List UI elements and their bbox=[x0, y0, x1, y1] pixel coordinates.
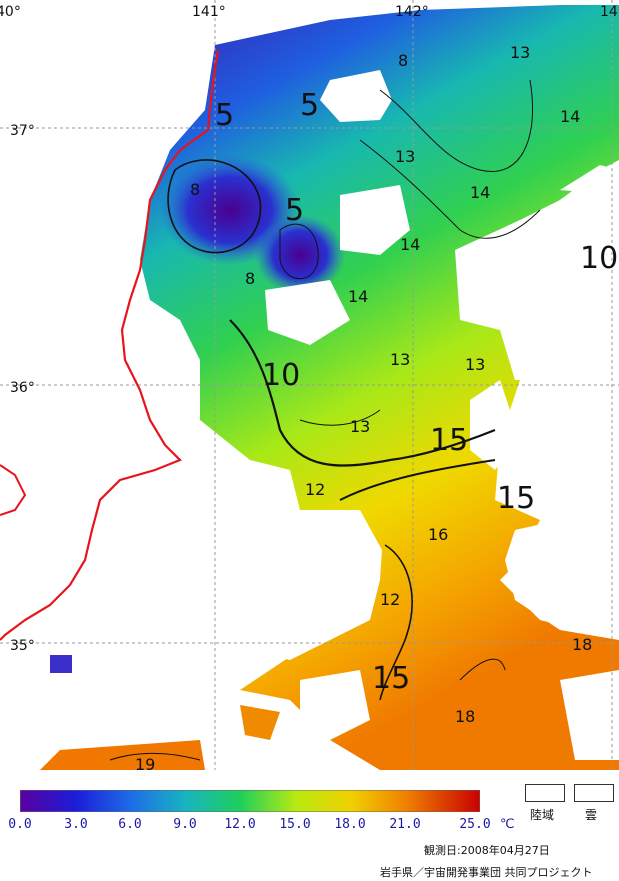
land-key-swatch bbox=[525, 784, 565, 802]
colorbar-unit: ℃ bbox=[500, 817, 515, 832]
colorbar bbox=[20, 790, 480, 812]
lat-labels: 37° 36° 35° bbox=[10, 123, 35, 654]
isotherm-label: 14 bbox=[400, 235, 420, 254]
isotherm-label: 12 bbox=[305, 480, 325, 499]
coastline-bay[interactable] bbox=[0, 464, 27, 516]
isotherm-label: 14 bbox=[470, 183, 490, 202]
lon-labels: 40° 141° 142° 14 bbox=[0, 4, 618, 20]
lon-label: 142° bbox=[395, 4, 429, 20]
graticule bbox=[0, 0, 619, 770]
land-key-label: 陸域 bbox=[530, 808, 555, 822]
isotherm-label: 12 bbox=[380, 590, 400, 609]
isotherm-label: 13 bbox=[465, 355, 485, 374]
coastline[interactable] bbox=[0, 49, 220, 641]
isotherm-label: 14 bbox=[560, 107, 580, 126]
observation-date: 観測日:2008年04月27日 bbox=[424, 844, 550, 857]
credit: 岩手県／宇宙開発事業団 共同プロジェクト bbox=[380, 866, 593, 879]
colorbar-tick: 9.0 bbox=[173, 817, 197, 832]
colorbar-tick: 21.0 bbox=[389, 817, 421, 832]
isotherm-label: 13 bbox=[390, 350, 410, 369]
lat-label: 36° bbox=[10, 380, 35, 396]
cloud-key-label: 雲 bbox=[585, 808, 598, 822]
isotherm-label: 19 bbox=[135, 755, 155, 770]
isotherm-label: 13 bbox=[395, 147, 415, 166]
isotherm-label: 18 bbox=[455, 707, 475, 726]
warm-patch bbox=[240, 705, 280, 740]
colorbar-tick: 3.0 bbox=[64, 817, 88, 832]
isotherm-label: 8 bbox=[245, 269, 255, 288]
isotherm-label: 13 bbox=[510, 43, 530, 62]
cloud-key-swatch bbox=[574, 784, 614, 802]
lon-label: 141° bbox=[192, 4, 226, 20]
colorbar-tick: 25.0 bbox=[459, 817, 491, 832]
isotherm-label: 5 bbox=[215, 98, 234, 133]
colorbar-tick: 15.0 bbox=[279, 817, 311, 832]
lon-label: 14 bbox=[600, 4, 618, 20]
isotherm-label: 15 bbox=[372, 661, 410, 696]
isotherm-label: 16 bbox=[428, 525, 448, 544]
colorbar-tick: 6.0 bbox=[118, 817, 142, 832]
sea-surface-temperature-map: 40° 141° 142° 14 37° 36° 35° 5 5 5 8 8 8… bbox=[0, 0, 619, 770]
isotherm-labels: 5 5 5 8 8 8 13 13 13 13 14 14 14 14 10 1… bbox=[135, 43, 618, 770]
isotherm-contours bbox=[109, 79, 541, 761]
warm-patch bbox=[40, 740, 205, 770]
cold-water-mass bbox=[255, 215, 345, 295]
isotherm-label: 15 bbox=[497, 481, 535, 516]
lat-label: 35° bbox=[10, 638, 35, 654]
isotherm-label: 14 bbox=[348, 287, 368, 306]
isotherm-label: 8 bbox=[190, 180, 200, 199]
colorbar-tick: 12.0 bbox=[224, 817, 256, 832]
lon-label: 40° bbox=[0, 4, 21, 20]
isotherm-label: 5 bbox=[285, 193, 304, 228]
colorbar-tick: 0.0 bbox=[8, 817, 32, 832]
colorbar-tick: 18.0 bbox=[334, 817, 366, 832]
cold-pixel-cluster bbox=[50, 655, 72, 673]
isotherm-label: 8 bbox=[398, 51, 408, 70]
isotherm-label: 5 bbox=[300, 88, 319, 123]
isotherm-label: 10 bbox=[262, 358, 300, 393]
isotherm-label: 18 bbox=[572, 635, 592, 654]
isotherm-label: 13 bbox=[350, 417, 370, 436]
cloud-mask bbox=[0, 70, 619, 760]
isotherm-label: 15 bbox=[430, 423, 468, 458]
lat-label: 37° bbox=[10, 123, 35, 139]
isotherm-label: 10 bbox=[580, 241, 618, 276]
